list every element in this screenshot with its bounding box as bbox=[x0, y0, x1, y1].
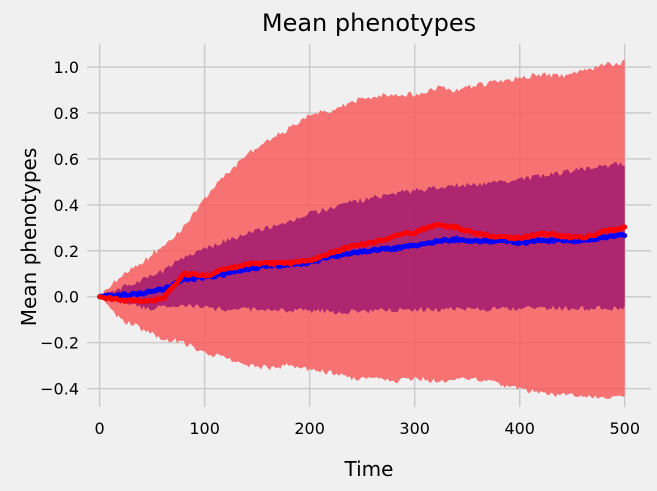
y-tick-labels: −0.4 −0.2 0.0 0.2 0.4 0.6 0.8 1.0 bbox=[40, 58, 79, 399]
y-axis-label: Mean phenotypes bbox=[17, 148, 41, 327]
y-tick-label: 0.4 bbox=[54, 196, 79, 215]
red-series-line bbox=[97, 221, 628, 305]
y-tick-label: −0.2 bbox=[40, 334, 79, 353]
x-tick-label: 200 bbox=[294, 419, 325, 438]
y-tick-label: 0.0 bbox=[54, 288, 79, 307]
blue-series-band bbox=[99, 162, 625, 315]
x-tick-labels: 0 100 200 300 400 500 bbox=[95, 419, 641, 438]
y-tick-label: 1.0 bbox=[54, 58, 79, 77]
y-tick-label: 0.8 bbox=[54, 104, 79, 123]
x-tick-label: 400 bbox=[504, 419, 535, 438]
x-tick-label: 500 bbox=[609, 419, 640, 438]
x-tick-label: 0 bbox=[95, 419, 105, 438]
y-tick-label: 0.2 bbox=[54, 242, 79, 261]
x-axis-label: Time bbox=[344, 457, 394, 481]
y-tick-label: −0.4 bbox=[40, 380, 79, 399]
x-tick-label: 100 bbox=[189, 419, 220, 438]
series-lines bbox=[97, 221, 628, 305]
x-tick-label: 300 bbox=[399, 419, 430, 438]
y-tick-label: 0.6 bbox=[54, 150, 79, 169]
blue-series-line bbox=[97, 232, 628, 301]
chart-title: Mean phenotypes bbox=[262, 9, 476, 37]
confidence-bands bbox=[99, 59, 625, 399]
